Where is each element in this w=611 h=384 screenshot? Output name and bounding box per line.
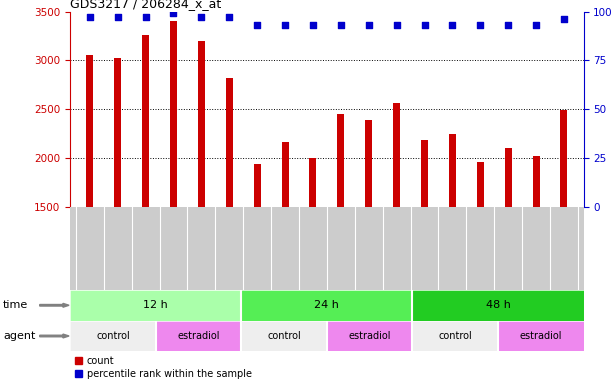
Bar xyxy=(70,321,156,351)
Bar xyxy=(282,142,288,354)
Bar xyxy=(412,290,584,321)
Bar xyxy=(254,164,261,354)
Legend: count, percentile rank within the sample: count, percentile rank within the sample xyxy=(75,356,252,379)
Text: estradiol: estradiol xyxy=(348,331,391,341)
Bar xyxy=(449,134,456,354)
Point xyxy=(336,22,346,28)
Point xyxy=(447,22,457,28)
Text: 48 h: 48 h xyxy=(486,300,510,310)
Bar xyxy=(337,114,345,354)
Point xyxy=(141,14,150,20)
Point xyxy=(252,22,262,28)
Bar xyxy=(498,321,584,351)
Point xyxy=(531,22,541,28)
Bar xyxy=(226,78,233,354)
Bar xyxy=(241,290,412,321)
Bar xyxy=(114,58,121,354)
Point xyxy=(169,10,178,17)
Bar xyxy=(533,156,540,354)
Point xyxy=(392,22,401,28)
Point xyxy=(224,14,234,20)
Point xyxy=(308,22,318,28)
Text: control: control xyxy=(96,331,130,341)
Bar xyxy=(421,140,428,354)
Bar xyxy=(393,103,400,354)
Bar xyxy=(309,158,316,354)
Bar xyxy=(170,22,177,354)
Bar xyxy=(198,41,205,354)
Point xyxy=(280,22,290,28)
Text: control: control xyxy=(438,331,472,341)
Point xyxy=(85,14,95,20)
Bar xyxy=(365,120,372,354)
Text: agent: agent xyxy=(3,331,35,341)
Text: time: time xyxy=(3,300,28,310)
Text: control: control xyxy=(267,331,301,341)
Bar xyxy=(327,321,412,351)
Bar xyxy=(560,111,568,354)
Point xyxy=(559,16,569,22)
Text: estradiol: estradiol xyxy=(519,331,562,341)
Bar xyxy=(86,55,93,354)
Point xyxy=(475,22,485,28)
Bar xyxy=(477,162,484,354)
Bar xyxy=(156,321,241,351)
Bar xyxy=(70,290,241,321)
Point xyxy=(197,14,207,20)
Text: 24 h: 24 h xyxy=(315,300,339,310)
Bar xyxy=(412,321,498,351)
Bar xyxy=(241,321,327,351)
Text: 12 h: 12 h xyxy=(144,300,168,310)
Point xyxy=(503,22,513,28)
Point xyxy=(420,22,430,28)
Bar xyxy=(142,35,149,354)
Point xyxy=(113,14,123,20)
Bar xyxy=(505,147,511,354)
Point xyxy=(364,22,373,28)
Text: GDS3217 / 206284_x_at: GDS3217 / 206284_x_at xyxy=(70,0,222,10)
Text: estradiol: estradiol xyxy=(177,331,220,341)
